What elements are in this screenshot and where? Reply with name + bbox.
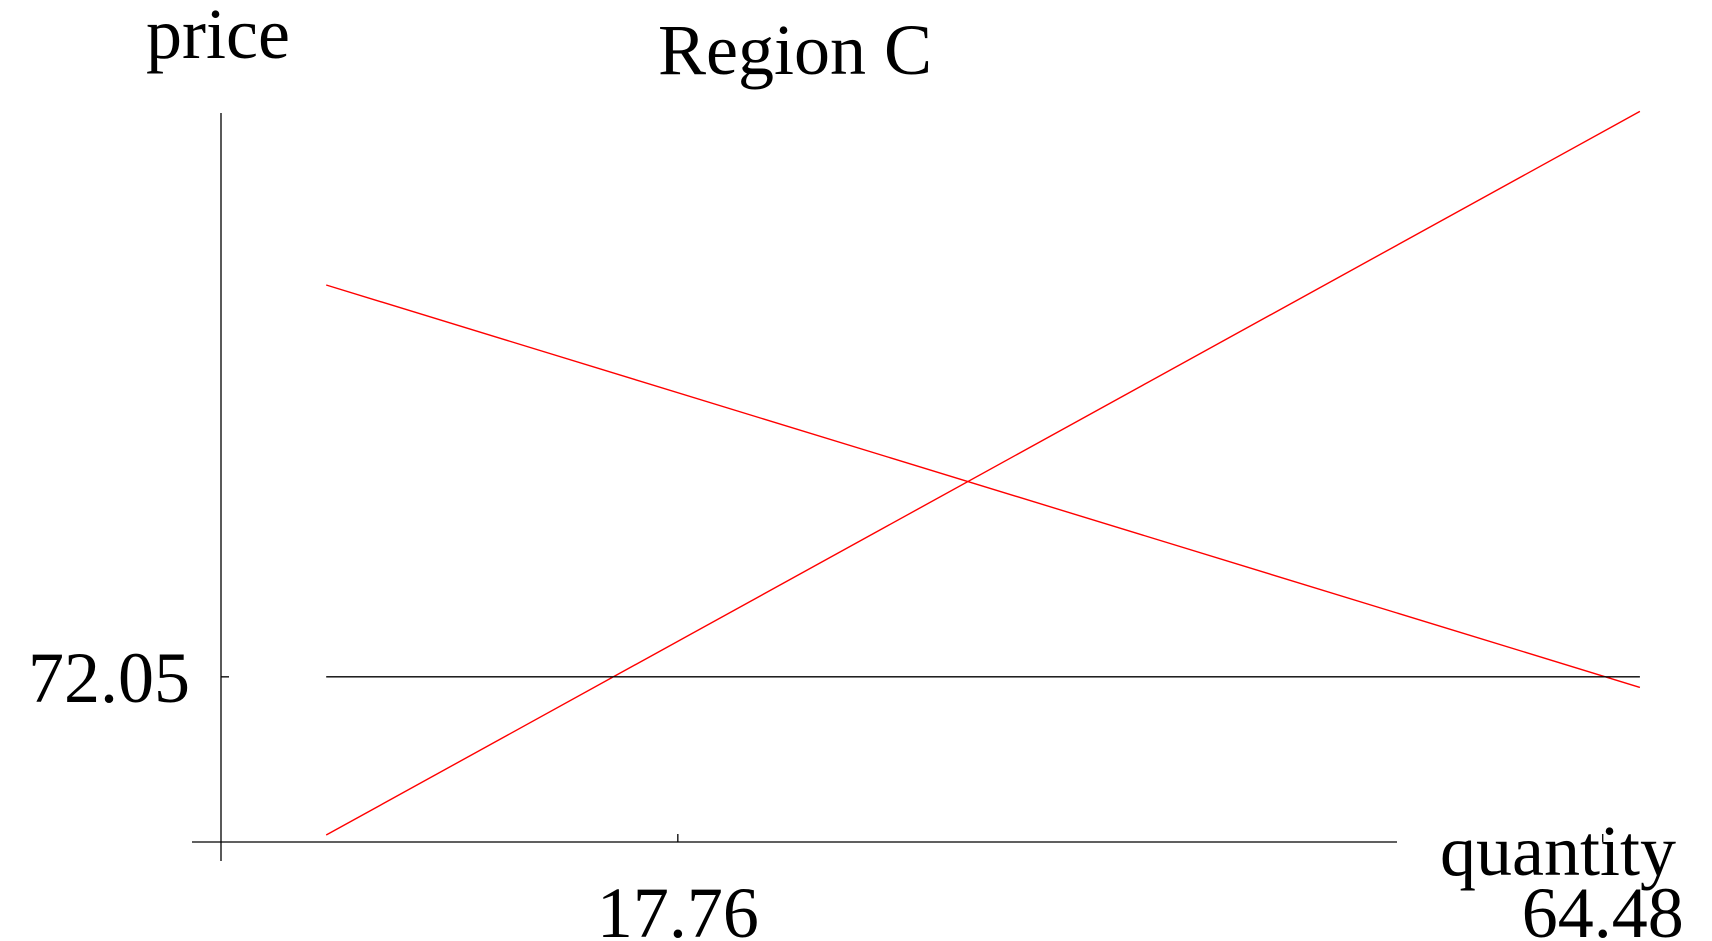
x-axis-label: quantity [1440, 811, 1676, 891]
series-line-1 [325, 284, 1641, 689]
chart-title: Region C [658, 10, 932, 90]
x-tick-label: 17.76 [597, 873, 759, 941]
y-tick-label: 72.05 [28, 638, 190, 718]
y-axis-label: price [146, 0, 290, 74]
series-line-2 [325, 110, 1641, 836]
x-tick-label: 64.48 [1522, 873, 1684, 941]
